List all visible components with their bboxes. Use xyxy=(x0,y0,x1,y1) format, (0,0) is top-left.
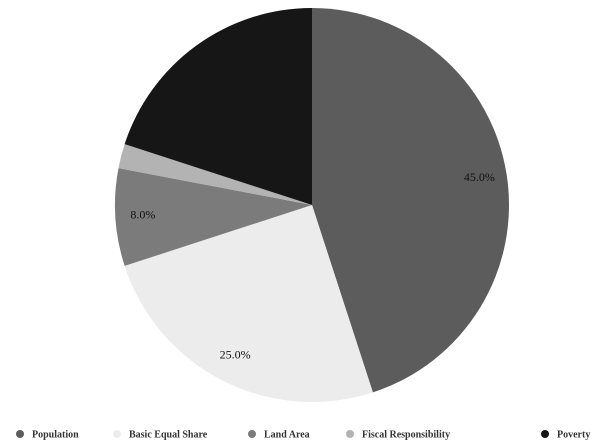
value-label: 8.0% xyxy=(130,207,155,221)
legend-marker xyxy=(346,430,354,438)
legend-label: Fiscal Responsibility xyxy=(362,429,450,440)
value-label: 45.0% xyxy=(464,170,495,184)
legend-marker xyxy=(248,430,256,438)
legend-marker xyxy=(16,430,24,438)
legend-label: Poverty xyxy=(557,429,590,440)
pie-slice xyxy=(115,168,312,266)
legend-label: Basic Equal Share xyxy=(129,429,208,440)
pie-slice xyxy=(118,144,312,205)
legend-marker xyxy=(541,430,549,438)
pie-slice xyxy=(124,8,312,205)
legend-label: Land Area xyxy=(264,429,310,440)
legend-marker xyxy=(113,430,121,438)
pie-slice xyxy=(124,205,373,402)
legend-label: Population xyxy=(32,429,79,440)
pie-slice xyxy=(312,8,509,393)
value-label: 25.0% xyxy=(220,348,251,362)
